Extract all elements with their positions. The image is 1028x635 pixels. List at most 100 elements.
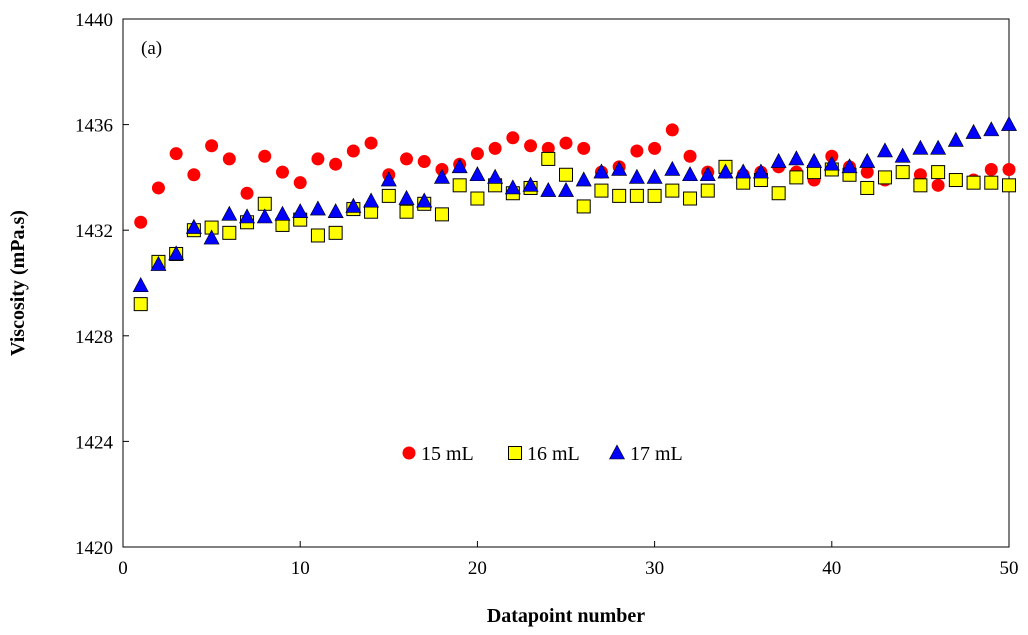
data-point [575, 171, 592, 187]
data-point [257, 196, 272, 211]
data-point [628, 168, 645, 184]
data-point [487, 168, 504, 184]
data-point [400, 152, 414, 166]
data-point [380, 171, 397, 187]
data-point [559, 167, 573, 182]
data-point [648, 141, 662, 155]
data-point [433, 168, 450, 184]
data-point [683, 191, 698, 206]
data-point [274, 205, 291, 221]
data-point [984, 175, 999, 190]
data-point [470, 147, 484, 161]
legend: 15 mL 16 mL 17 mL [402, 443, 683, 465]
data-point [877, 170, 892, 185]
data-point [912, 139, 929, 155]
x-tick-label: 30 [645, 558, 664, 579]
data-point [557, 181, 575, 197]
data-point [1002, 178, 1016, 193]
y-tick-label: 1428 [75, 327, 113, 348]
data-point [913, 178, 928, 193]
x-tick-label: 40 [822, 558, 841, 579]
data-point [770, 152, 787, 168]
data-point [699, 166, 716, 182]
series-layer [132, 115, 1018, 312]
data-point [665, 123, 679, 137]
panel-annotation: (a) [141, 38, 162, 59]
data-point [488, 141, 502, 155]
data-point [806, 152, 823, 168]
data-point [293, 176, 307, 190]
data-point [222, 225, 237, 240]
data-point [771, 186, 786, 201]
y-tick-label: 1436 [75, 116, 113, 137]
data-point [788, 150, 805, 166]
data-point [860, 165, 874, 179]
data-point [540, 181, 557, 197]
data-point [913, 168, 927, 182]
data-point [541, 151, 556, 166]
data-point [239, 208, 256, 224]
legend-label: 16 mL [527, 443, 580, 465]
data-point [665, 183, 680, 198]
data-point [168, 245, 185, 261]
data-point [647, 188, 662, 203]
data-point [133, 297, 148, 312]
data-point [630, 144, 644, 158]
data-point [931, 178, 945, 192]
legend-marker [508, 446, 522, 460]
data-point [965, 123, 982, 139]
data-point [203, 229, 220, 245]
data-point [185, 218, 202, 234]
legend-marker [402, 446, 416, 460]
data-point [593, 163, 610, 179]
data-point [398, 189, 415, 205]
data-point [434, 207, 449, 222]
data-point [859, 152, 876, 168]
data-point [752, 163, 769, 179]
data-point [469, 166, 486, 182]
data-point [417, 155, 431, 169]
data-point [381, 188, 396, 203]
data-point [134, 215, 148, 229]
data-point [329, 157, 343, 171]
data-point [364, 136, 378, 150]
x-tick-label: 0 [118, 558, 128, 579]
data-point [841, 158, 858, 174]
data-point [860, 180, 875, 195]
data-point [470, 191, 485, 206]
data-point [327, 203, 344, 219]
data-point [577, 141, 591, 155]
data-point [947, 131, 964, 147]
legend-label: 15 mL [421, 443, 474, 465]
data-point [524, 139, 538, 153]
x-tick-label: 10 [291, 558, 310, 579]
data-point [576, 199, 591, 214]
x-axis: 0 10 20 30 40 50 [118, 541, 1019, 579]
data-point [256, 208, 273, 224]
data-point [150, 255, 167, 271]
plot-area [122, 18, 1010, 548]
data-point [717, 163, 734, 179]
data-point [399, 204, 414, 219]
x-tick-label: 50 [1000, 558, 1019, 579]
data-point [683, 149, 697, 163]
data-point [345, 197, 362, 213]
data-point [205, 139, 219, 153]
data-point [984, 162, 998, 176]
data-point [169, 147, 183, 161]
data-point [504, 179, 521, 195]
y-axis-title: Viscosity (mPa.s) [7, 210, 29, 356]
data-point [346, 144, 360, 158]
data-point [646, 168, 663, 184]
series-17-ml [132, 115, 1018, 292]
data-point [930, 139, 947, 155]
y-tick-label: 1420 [75, 538, 113, 559]
data-point [966, 175, 981, 190]
data-point [682, 166, 699, 182]
data-point [1000, 115, 1018, 131]
data-point [240, 186, 254, 200]
data-point [310, 228, 325, 243]
x-axis-title: Datapoint number [487, 605, 645, 627]
data-point [451, 158, 468, 174]
